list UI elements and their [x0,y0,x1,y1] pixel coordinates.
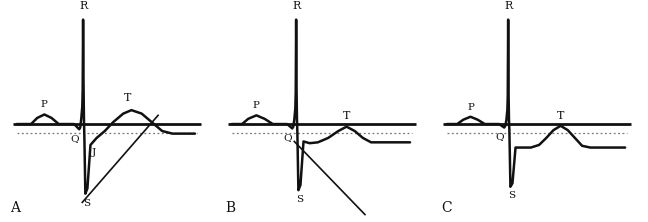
Text: Q: Q [71,134,79,143]
Text: P: P [41,100,48,109]
Text: R: R [79,1,87,11]
Text: Q: Q [496,132,504,141]
Text: C: C [441,200,452,214]
Text: T: T [557,111,564,121]
Text: J: J [91,148,96,157]
Text: P: P [467,103,474,112]
Text: S: S [508,191,515,200]
Text: S: S [83,199,90,208]
Text: T: T [343,111,350,121]
Text: Q: Q [284,133,292,142]
Text: T: T [124,93,131,103]
Text: B: B [226,200,236,214]
Text: S: S [296,195,303,204]
Text: R: R [292,1,300,11]
Text: A: A [10,200,21,214]
Text: R: R [504,1,513,11]
Text: P: P [253,101,260,110]
